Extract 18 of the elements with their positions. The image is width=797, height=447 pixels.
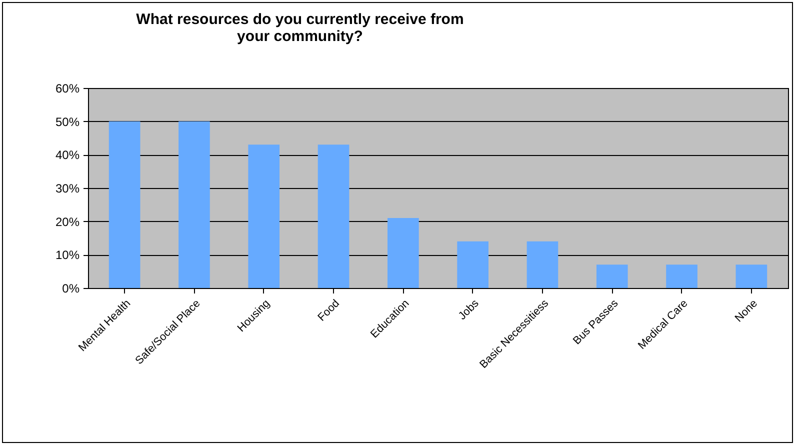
bar bbox=[666, 264, 698, 288]
bar bbox=[318, 144, 350, 288]
bar bbox=[526, 241, 558, 288]
chart-title: What resources do you currently receive from your community? bbox=[136, 11, 464, 45]
bar bbox=[736, 264, 768, 288]
bar bbox=[178, 121, 210, 288]
bar bbox=[596, 264, 628, 288]
y-tick-label: 10% bbox=[55, 248, 80, 262]
y-tick-label: 20% bbox=[55, 214, 80, 229]
bar bbox=[388, 218, 419, 288]
y-tick-label: 30% bbox=[55, 182, 80, 196]
y-tick-label: 50% bbox=[55, 114, 80, 129]
y-tick-label: 40% bbox=[55, 148, 80, 162]
y-tick-label: 60% bbox=[55, 82, 80, 96]
bar bbox=[108, 121, 140, 288]
bar bbox=[457, 241, 488, 288]
bar bbox=[248, 144, 280, 288]
y-tick-label: 0% bbox=[62, 282, 80, 296]
